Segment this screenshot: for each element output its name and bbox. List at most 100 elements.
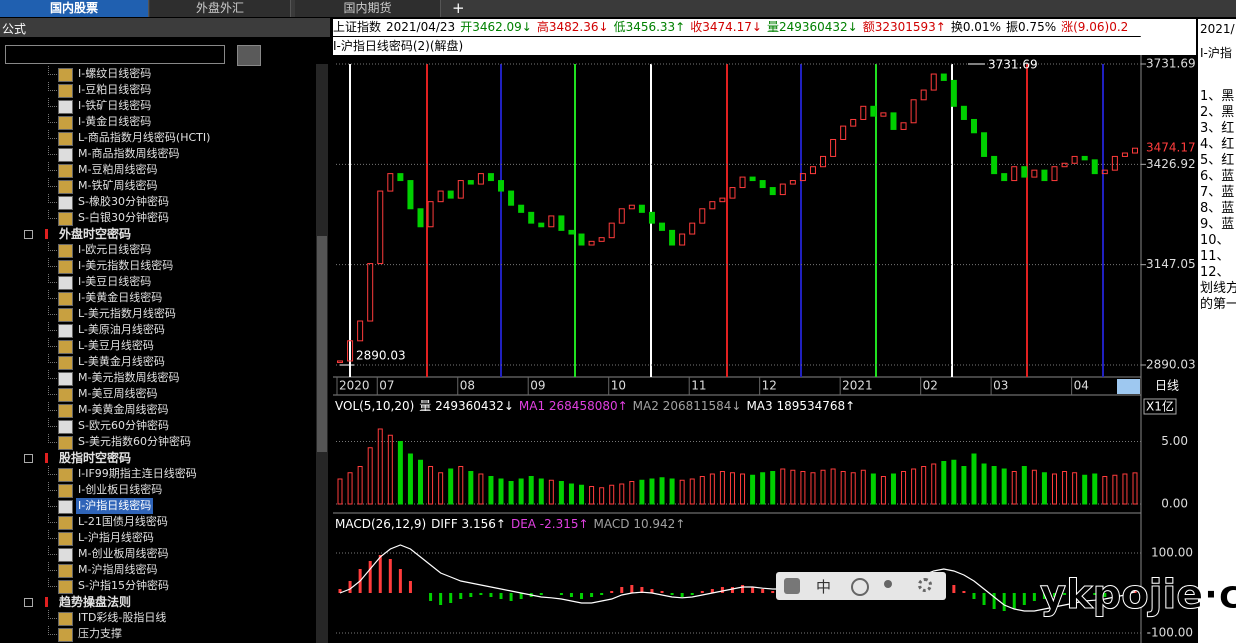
tab[interactable]: 外盘外汇 xyxy=(150,0,291,17)
tree-item[interactable]: I-美黄金日线密码 xyxy=(78,291,163,304)
search-button[interactable] xyxy=(237,45,261,66)
tree-item[interactable]: L-商品指数月线密码(HCTI) xyxy=(78,131,211,144)
tree-branch xyxy=(48,578,57,587)
volume-bar xyxy=(810,472,816,505)
tree-item[interactable]: M-沪指周线密码 xyxy=(78,563,158,576)
toolbar-icon[interactable] xyxy=(884,580,892,588)
volume-bar xyxy=(921,466,927,505)
volume-bar xyxy=(397,441,403,505)
price-bar xyxy=(769,187,776,196)
volume-bar xyxy=(1031,469,1037,505)
tree-item[interactable]: S-美元指数60分钟密码 xyxy=(78,435,191,448)
formula-icon xyxy=(58,84,73,98)
tree-branch xyxy=(48,242,57,251)
tree-item[interactable]: I-铁矿日线密码 xyxy=(78,99,152,112)
tree-group[interactable]: 趋势操盘法则 xyxy=(59,595,132,609)
volume-bar xyxy=(820,469,826,505)
tree-expander[interactable] xyxy=(24,454,33,463)
formula-icon xyxy=(58,164,73,178)
tree-item[interactable]: L-沪指月线密码 xyxy=(78,531,154,544)
macd-bar xyxy=(469,593,473,597)
tree-item[interactable]: S-欧元60分钟密码 xyxy=(78,419,169,432)
macd-readout: DEA -2.315↑ xyxy=(510,517,589,531)
tree-item[interactable]: I-IF99期指主连日线密码 xyxy=(78,467,197,480)
tree-item[interactable]: I-螺纹日线密码 xyxy=(78,67,152,80)
toolbar-icon[interactable] xyxy=(918,578,932,592)
volume-bar xyxy=(1041,472,1047,505)
volume-bar xyxy=(780,468,786,505)
tree-branch xyxy=(48,114,57,123)
quote-field: 低3456.33↑ xyxy=(613,20,686,34)
add-tab-button[interactable]: + xyxy=(452,0,465,17)
macd-bar xyxy=(378,555,382,593)
tree-item[interactable]: M-豆粕周线密码 xyxy=(78,163,158,176)
tree-item[interactable]: M-商品指数周线密码 xyxy=(78,147,180,160)
volume-bar xyxy=(548,479,554,505)
tree-branch xyxy=(48,354,57,363)
tree-item[interactable]: I-欧元日线密码 xyxy=(78,243,152,256)
toolbar-icon[interactable] xyxy=(784,578,800,594)
volume-bar xyxy=(790,469,796,505)
tree-item[interactable]: I-美豆日线密码 xyxy=(78,275,152,288)
panel-line: 2、黑 xyxy=(1200,105,1235,120)
tree-item[interactable]: I-美元指数日线密码 xyxy=(78,259,174,272)
tree-item[interactable]: I-创业板日线密码 xyxy=(78,483,163,496)
tree-group[interactable]: 股指时空密码 xyxy=(59,451,132,465)
tree-item[interactable]: 压力支撑 xyxy=(78,627,122,640)
tab[interactable]: 国内期货 xyxy=(295,0,441,17)
tab[interactable]: 国内股票 xyxy=(0,0,149,17)
price-bar xyxy=(910,99,917,124)
quote-field: 额32301593↑ xyxy=(862,20,946,34)
tree-item[interactable]: M-铁矿周线密码 xyxy=(78,179,158,192)
tree-item[interactable]: M-美豆周线密码 xyxy=(78,387,158,400)
tree-item[interactable]: ITD彩线-股指日线 xyxy=(78,611,167,624)
tree-branch xyxy=(48,162,57,171)
tree-expander[interactable] xyxy=(24,598,33,607)
volume-readout: MA2 206811584↓ xyxy=(632,399,742,413)
tree-item[interactable]: L-美原油月线密码 xyxy=(78,323,165,336)
tree-branch xyxy=(48,146,57,155)
price-bar xyxy=(1071,155,1078,164)
macd-bar xyxy=(1073,593,1077,595)
tree-item[interactable]: S-白银30分钟密码 xyxy=(78,211,169,224)
quote-field: 涨(9.06)0.2 xyxy=(1061,20,1129,34)
tree-item[interactable]: M-创业板周线密码 xyxy=(78,547,169,560)
tree-item[interactable]: I-沪指日线密码 xyxy=(76,498,154,514)
toolbar-icon[interactable] xyxy=(851,578,869,596)
volume-bar xyxy=(971,453,977,505)
search-input[interactable] xyxy=(5,45,225,64)
volume-bar xyxy=(579,484,585,505)
tree-item[interactable]: L-美元指数月线密码 xyxy=(78,307,176,320)
tree-item[interactable]: S-橡胶30分钟密码 xyxy=(78,195,169,208)
scrollbar[interactable] xyxy=(316,64,328,643)
tree-item[interactable]: I-豆粕日线密码 xyxy=(78,83,152,96)
tree-group[interactable]: 外盘时空密码 xyxy=(59,227,132,241)
volume-bar xyxy=(961,466,967,505)
volume-readout: MA3 189534768↑ xyxy=(746,399,856,413)
y-tick-label: -100.00 xyxy=(1147,626,1193,640)
price-bar xyxy=(709,201,716,210)
tree-item[interactable]: L-美黄金月线密码 xyxy=(78,355,165,368)
volume-bar xyxy=(911,468,917,505)
tree-item[interactable]: M-美元指数周线密码 xyxy=(78,371,180,384)
price-bar xyxy=(779,183,786,196)
price-bar xyxy=(1021,166,1028,178)
price-bar xyxy=(1091,159,1098,175)
volume-bar xyxy=(639,479,645,505)
macd-bar xyxy=(1002,593,1006,611)
watermark: ykpojie·com xyxy=(1039,572,1236,619)
tree-item[interactable]: L-美豆月线密码 xyxy=(78,339,154,352)
volume-bar xyxy=(800,471,806,505)
toolbar-language[interactable]: 中 xyxy=(816,578,832,596)
tree-item[interactable]: M-美黄金周线密码 xyxy=(78,403,169,416)
price-bar xyxy=(427,201,434,228)
price-bar xyxy=(487,173,494,182)
price-bar xyxy=(518,204,525,213)
price-bar xyxy=(669,229,676,246)
tree-expander[interactable] xyxy=(24,230,33,239)
tree-branch xyxy=(48,498,57,507)
macd-bar xyxy=(1012,593,1016,609)
tree-item[interactable]: S-沪指15分钟密码 xyxy=(78,579,169,592)
tree-item[interactable]: I-黄金日线密码 xyxy=(78,115,152,128)
tree-item[interactable]: L-21国债月线密码 xyxy=(78,515,168,528)
